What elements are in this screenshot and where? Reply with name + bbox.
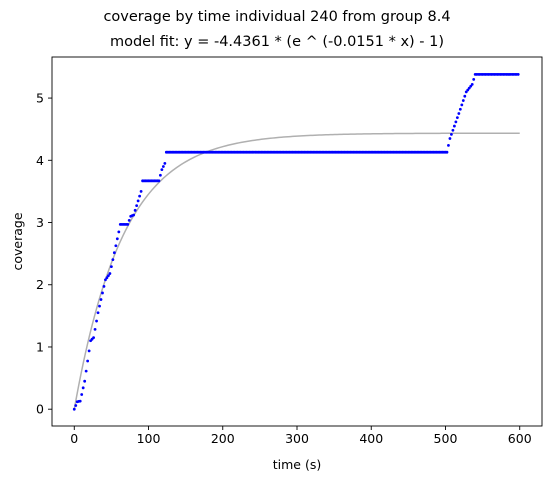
data-point xyxy=(466,88,470,92)
data-point xyxy=(102,284,106,288)
data-point xyxy=(92,336,95,340)
plot-frame xyxy=(51,56,543,427)
data-point xyxy=(114,244,118,248)
data-point xyxy=(455,116,459,120)
x-tick-label: 400 xyxy=(359,431,383,446)
y-tick-label: 0 xyxy=(36,402,44,417)
data-point xyxy=(81,386,85,390)
data-point xyxy=(445,150,449,154)
data-point xyxy=(157,179,161,183)
x-tick-label: 0 xyxy=(70,431,78,446)
data-point xyxy=(463,94,467,98)
x-axis-label: time (s) xyxy=(273,457,321,472)
x-tick-label: 600 xyxy=(508,431,532,446)
data-point xyxy=(101,291,104,295)
data-point xyxy=(461,99,465,102)
data-point xyxy=(126,222,130,226)
data-point xyxy=(117,230,121,234)
data-point xyxy=(467,86,471,90)
chart-subtitle: model fit: y = -4.4361 * (e ^ (-0.0151 *… xyxy=(109,34,445,50)
data-point xyxy=(111,258,115,262)
data-point xyxy=(136,199,140,203)
data-point xyxy=(454,120,458,124)
data-point xyxy=(72,407,76,411)
y-axis-label: coverage xyxy=(10,212,25,270)
x-tick-label: 500 xyxy=(434,431,458,446)
y-tick-label: 2 xyxy=(36,277,44,292)
data-point xyxy=(516,73,520,76)
data-point xyxy=(447,143,450,147)
data-point xyxy=(112,251,116,255)
x-tick-label: 100 xyxy=(137,431,161,446)
data-point xyxy=(109,265,113,268)
y-tick-label: 4 xyxy=(36,153,44,168)
data-point xyxy=(450,132,453,136)
data-point xyxy=(158,173,162,177)
data-point xyxy=(458,107,462,111)
data-point xyxy=(139,190,143,193)
y-tick-label: 3 xyxy=(36,215,44,230)
x-tick-label: 300 xyxy=(285,431,309,446)
y-tick-label: 5 xyxy=(36,91,44,106)
data-point xyxy=(127,218,131,222)
data-point xyxy=(160,168,164,172)
data-point xyxy=(132,213,136,217)
data-point xyxy=(104,278,107,282)
data-point xyxy=(99,298,103,301)
data-point xyxy=(460,103,464,107)
data-point xyxy=(78,399,82,403)
data-point xyxy=(87,349,91,353)
data-point xyxy=(451,128,455,132)
data-point xyxy=(115,237,119,241)
data-point xyxy=(470,82,474,86)
data-point xyxy=(96,311,100,315)
data-point xyxy=(469,84,473,88)
data-point xyxy=(93,327,97,331)
data-point xyxy=(457,112,461,115)
data-point xyxy=(84,369,88,373)
data-point xyxy=(108,272,112,275)
data-point xyxy=(133,208,137,212)
data-point xyxy=(80,393,84,396)
data-point xyxy=(161,165,165,168)
data-point xyxy=(74,404,78,407)
chart-title: coverage by time individual 240 from gro… xyxy=(103,9,451,25)
data-point xyxy=(448,137,452,140)
x-tick-label: 200 xyxy=(211,431,235,446)
data-point xyxy=(138,194,142,198)
y-tick-label: 1 xyxy=(36,339,44,354)
data-point xyxy=(464,90,468,94)
data-point xyxy=(135,204,139,208)
data-point xyxy=(452,124,456,128)
data-point xyxy=(107,274,110,278)
data-point xyxy=(86,359,90,363)
data-point xyxy=(98,304,101,308)
data-point xyxy=(83,379,87,383)
model-fit-line xyxy=(73,132,520,410)
data-point xyxy=(95,319,98,323)
data-point xyxy=(163,162,167,165)
data-point xyxy=(105,276,109,280)
data-point xyxy=(472,78,476,81)
